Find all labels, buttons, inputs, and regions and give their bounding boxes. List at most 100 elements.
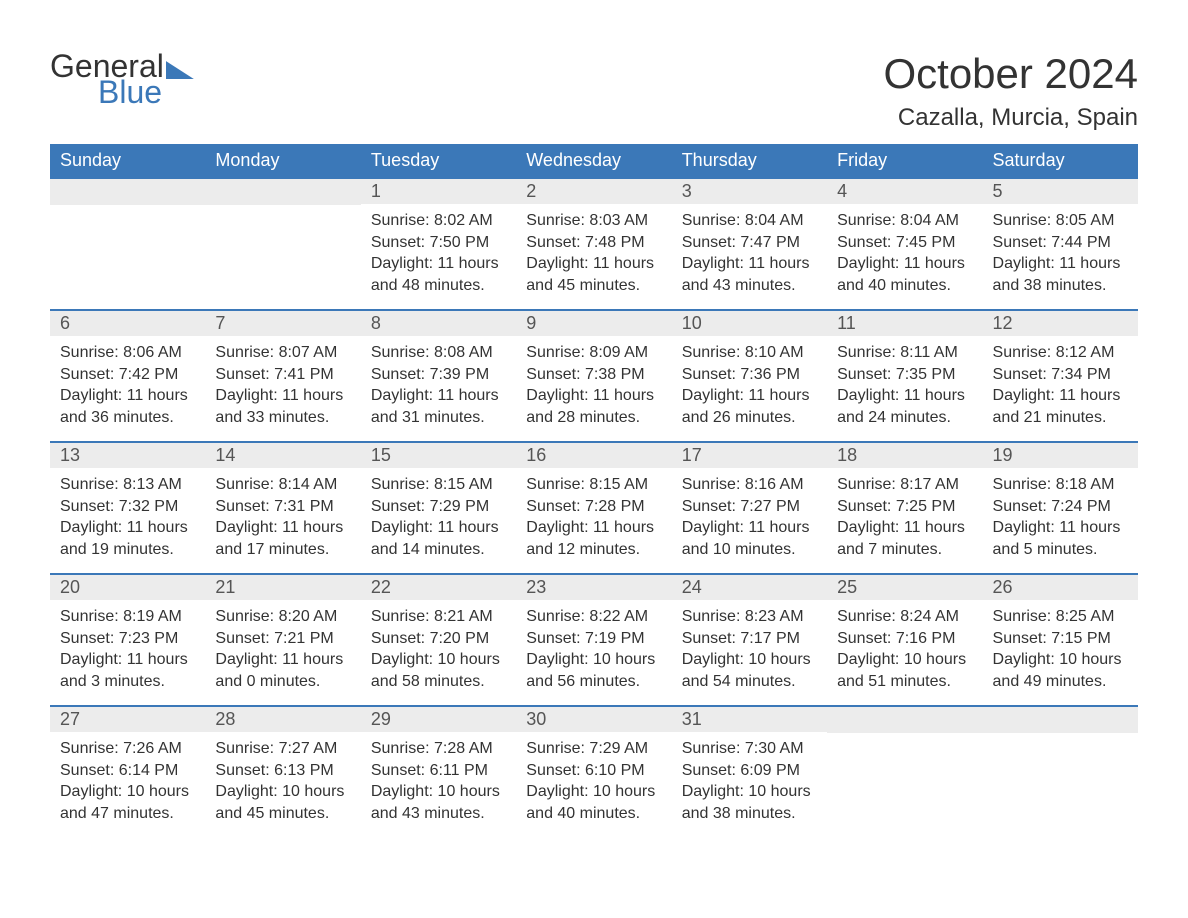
sunrise-value: 8:09 AM bbox=[589, 344, 648, 361]
sunrise-value: 8:24 AM bbox=[900, 608, 959, 625]
sunset-line: Sunset: 7:27 PM bbox=[682, 496, 817, 518]
daylight-label: Daylight: bbox=[993, 519, 1055, 536]
sunrise-line: Sunrise: 8:02 AM bbox=[371, 210, 506, 232]
sunset-line: Sunset: 7:36 PM bbox=[682, 364, 817, 386]
calendar-cell: 9Sunrise: 8:09 AMSunset: 7:38 PMDaylight… bbox=[516, 310, 671, 442]
sunrise-value: 8:23 AM bbox=[745, 608, 804, 625]
sunrise-value: 7:30 AM bbox=[745, 740, 804, 757]
daylight-line: Daylight: 11 hours and 24 minutes. bbox=[837, 385, 972, 428]
sunrise-line: Sunrise: 8:08 AM bbox=[371, 342, 506, 364]
day-content: Sunrise: 8:18 AMSunset: 7:24 PMDaylight:… bbox=[983, 468, 1138, 566]
sunrise-value: 7:28 AM bbox=[434, 740, 493, 757]
day-content: Sunrise: 7:30 AMSunset: 6:09 PMDaylight:… bbox=[672, 732, 827, 830]
sunrise-line: Sunrise: 8:10 AM bbox=[682, 342, 817, 364]
daylight-label: Daylight: bbox=[526, 387, 588, 404]
sunrise-line: Sunrise: 8:24 AM bbox=[837, 606, 972, 628]
sunrise-line: Sunrise: 8:03 AM bbox=[526, 210, 661, 232]
sunset-label: Sunset: bbox=[682, 498, 736, 515]
sunset-label: Sunset: bbox=[682, 366, 736, 383]
daylight-label: Daylight: bbox=[215, 387, 277, 404]
day-number: 29 bbox=[361, 707, 516, 732]
sunset-line: Sunset: 6:14 PM bbox=[60, 760, 195, 782]
calendar-cell: 22Sunrise: 8:21 AMSunset: 7:20 PMDayligh… bbox=[361, 574, 516, 706]
day-number: 3 bbox=[672, 179, 827, 204]
sunset-label: Sunset: bbox=[371, 630, 425, 647]
sunset-value: 7:29 PM bbox=[430, 498, 490, 515]
sunrise-value: 8:14 AM bbox=[279, 476, 338, 493]
sunset-label: Sunset: bbox=[526, 234, 580, 251]
daylight-label: Daylight: bbox=[215, 519, 277, 536]
day-number: 27 bbox=[50, 707, 205, 732]
day-content: Sunrise: 8:09 AMSunset: 7:38 PMDaylight:… bbox=[516, 336, 671, 434]
day-header: Friday bbox=[827, 144, 982, 178]
daylight-label: Daylight: bbox=[682, 783, 744, 800]
daylight-line: Daylight: 10 hours and 54 minutes. bbox=[682, 649, 817, 692]
day-content: Sunrise: 8:23 AMSunset: 7:17 PMDaylight:… bbox=[672, 600, 827, 698]
day-content: Sunrise: 8:10 AMSunset: 7:36 PMDaylight:… bbox=[672, 336, 827, 434]
calendar-cell bbox=[983, 706, 1138, 838]
sunrise-label: Sunrise: bbox=[993, 344, 1052, 361]
calendar-cell: 5Sunrise: 8:05 AMSunset: 7:44 PMDaylight… bbox=[983, 178, 1138, 310]
daylight-line: Daylight: 10 hours and 47 minutes. bbox=[60, 781, 195, 824]
sunset-label: Sunset: bbox=[993, 498, 1047, 515]
sunrise-label: Sunrise: bbox=[526, 344, 585, 361]
daylight-label: Daylight: bbox=[215, 783, 277, 800]
day-content: Sunrise: 8:19 AMSunset: 7:23 PMDaylight:… bbox=[50, 600, 205, 698]
daylight-label: Daylight: bbox=[215, 651, 277, 668]
sunset-value: 7:34 PM bbox=[1051, 366, 1111, 383]
calendar-cell: 28Sunrise: 7:27 AMSunset: 6:13 PMDayligh… bbox=[205, 706, 360, 838]
sunrise-line: Sunrise: 8:09 AM bbox=[526, 342, 661, 364]
sunset-label: Sunset: bbox=[682, 234, 736, 251]
calendar-cell: 13Sunrise: 8:13 AMSunset: 7:32 PMDayligh… bbox=[50, 442, 205, 574]
sunset-label: Sunset: bbox=[371, 366, 425, 383]
day-number: 19 bbox=[983, 443, 1138, 468]
sunrise-label: Sunrise: bbox=[526, 740, 585, 757]
day-number: 7 bbox=[205, 311, 360, 336]
sunset-line: Sunset: 7:32 PM bbox=[60, 496, 195, 518]
daylight-line: Daylight: 11 hours and 31 minutes. bbox=[371, 385, 506, 428]
day-content: Sunrise: 8:15 AMSunset: 7:28 PMDaylight:… bbox=[516, 468, 671, 566]
calendar-body: 1Sunrise: 8:02 AMSunset: 7:50 PMDaylight… bbox=[50, 178, 1138, 838]
sunset-value: 7:47 PM bbox=[740, 234, 800, 251]
sunrise-label: Sunrise: bbox=[371, 476, 430, 493]
sunrise-label: Sunrise: bbox=[682, 212, 741, 229]
sunset-line: Sunset: 7:21 PM bbox=[215, 628, 350, 650]
sunrise-label: Sunrise: bbox=[526, 212, 585, 229]
sunset-line: Sunset: 7:29 PM bbox=[371, 496, 506, 518]
daylight-line: Daylight: 10 hours and 58 minutes. bbox=[371, 649, 506, 692]
calendar-cell: 17Sunrise: 8:16 AMSunset: 7:27 PMDayligh… bbox=[672, 442, 827, 574]
day-number: 25 bbox=[827, 575, 982, 600]
day-number: 18 bbox=[827, 443, 982, 468]
sunset-line: Sunset: 7:28 PM bbox=[526, 496, 661, 518]
sunrise-line: Sunrise: 8:16 AM bbox=[682, 474, 817, 496]
sunset-value: 7:41 PM bbox=[274, 366, 334, 383]
sunrise-label: Sunrise: bbox=[371, 344, 430, 361]
sunrise-line: Sunrise: 8:23 AM bbox=[682, 606, 817, 628]
daylight-label: Daylight: bbox=[837, 387, 899, 404]
day-number: 9 bbox=[516, 311, 671, 336]
day-number: 23 bbox=[516, 575, 671, 600]
sunrise-label: Sunrise: bbox=[371, 740, 430, 757]
sunrise-label: Sunrise: bbox=[837, 476, 896, 493]
day-content: Sunrise: 8:21 AMSunset: 7:20 PMDaylight:… bbox=[361, 600, 516, 698]
calendar-cell: 23Sunrise: 8:22 AMSunset: 7:19 PMDayligh… bbox=[516, 574, 671, 706]
daylight-line: Daylight: 11 hours and 28 minutes. bbox=[526, 385, 661, 428]
location-subtitle: Cazalla, Murcia, Spain bbox=[883, 104, 1138, 132]
daylight-label: Daylight: bbox=[371, 255, 433, 272]
sunrise-label: Sunrise: bbox=[60, 608, 119, 625]
daylight-line: Daylight: 11 hours and 5 minutes. bbox=[993, 517, 1128, 560]
sunset-value: 7:36 PM bbox=[740, 366, 800, 383]
sunrise-line: Sunrise: 7:26 AM bbox=[60, 738, 195, 760]
daylight-label: Daylight: bbox=[837, 651, 899, 668]
sunset-label: Sunset: bbox=[526, 762, 580, 779]
day-number bbox=[50, 179, 205, 205]
day-header: Sunday bbox=[50, 144, 205, 178]
day-header: Saturday bbox=[983, 144, 1138, 178]
calendar-cell bbox=[827, 706, 982, 838]
brand-flag-icon bbox=[166, 61, 194, 79]
day-content: Sunrise: 8:17 AMSunset: 7:25 PMDaylight:… bbox=[827, 468, 982, 566]
day-content: Sunrise: 7:28 AMSunset: 6:11 PMDaylight:… bbox=[361, 732, 516, 830]
daylight-line: Daylight: 10 hours and 56 minutes. bbox=[526, 649, 661, 692]
day-content: Sunrise: 8:04 AMSunset: 7:45 PMDaylight:… bbox=[827, 204, 982, 302]
daylight-line: Daylight: 11 hours and 14 minutes. bbox=[371, 517, 506, 560]
